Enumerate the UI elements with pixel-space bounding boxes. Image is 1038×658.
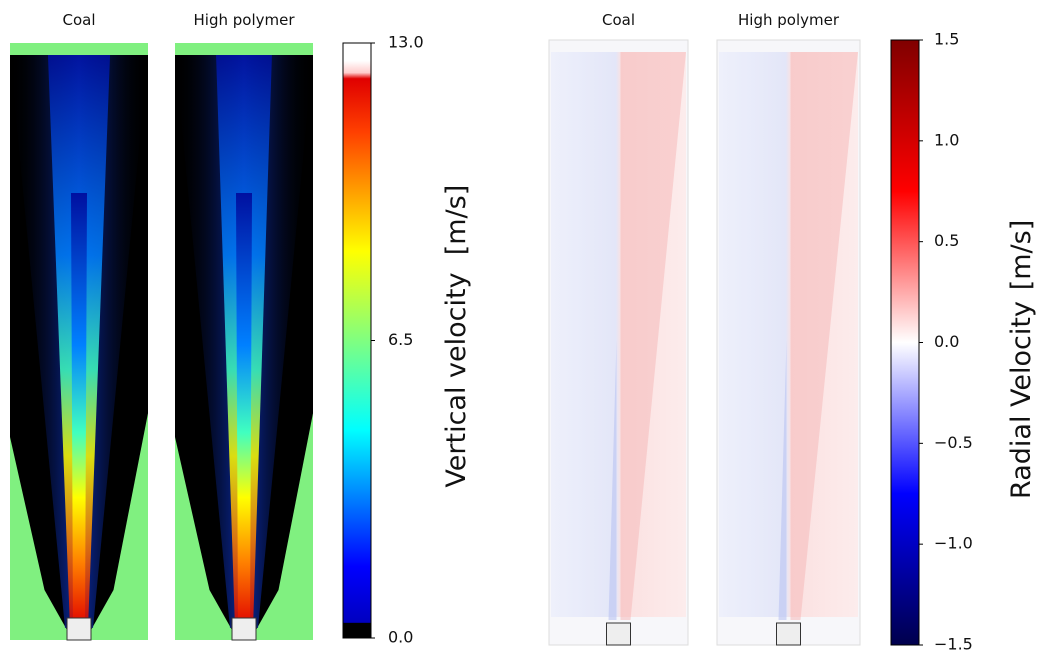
colorbar-tick-label: 1.0 bbox=[934, 130, 959, 149]
colorbar-tick-label: −1.0 bbox=[934, 534, 973, 553]
jet-red bbox=[620, 52, 686, 620]
colorbar-tick-label: −0.5 bbox=[934, 433, 973, 452]
colorbar bbox=[342, 42, 372, 639]
panel-title: Coal bbox=[62, 11, 95, 29]
velocity-field bbox=[716, 39, 861, 646]
colorbar bbox=[890, 39, 920, 646]
nozzle bbox=[66, 617, 92, 641]
colorbar-label: Radial Velocity bbox=[1006, 301, 1037, 499]
nozzle bbox=[776, 622, 801, 646]
velocity-field bbox=[548, 39, 689, 646]
panel-title: High polymer bbox=[194, 11, 296, 29]
colorbar-tick-label: 1.5 bbox=[934, 30, 959, 49]
nozzle bbox=[231, 617, 257, 641]
colorbar-tick-label: 6.5 bbox=[388, 330, 413, 349]
jet-red bbox=[790, 52, 858, 620]
colorbar-tick-label: 0.0 bbox=[388, 628, 413, 647]
jet-blue bbox=[778, 340, 787, 620]
jet-center bbox=[71, 193, 87, 628]
colorbar-tick-label: 13.0 bbox=[388, 33, 424, 52]
jet-center bbox=[236, 193, 252, 628]
velocity-field bbox=[10, 43, 148, 641]
colorbar-tick-label: 0.0 bbox=[934, 332, 959, 351]
velocity-field bbox=[175, 43, 313, 641]
panel-title: Coal bbox=[602, 11, 635, 29]
colorbar-label: Vertical velocity bbox=[441, 272, 472, 487]
nozzle bbox=[606, 622, 631, 646]
colorbar-unit: [m/s] bbox=[441, 185, 472, 256]
jet-blue bbox=[608, 340, 617, 620]
colorbar-unit: [m/s] bbox=[1006, 220, 1037, 291]
colorbar-tick-label: 0.5 bbox=[934, 231, 959, 250]
panel-title: High polymer bbox=[738, 11, 840, 29]
colorbar-tick-label: −1.5 bbox=[934, 635, 973, 654]
